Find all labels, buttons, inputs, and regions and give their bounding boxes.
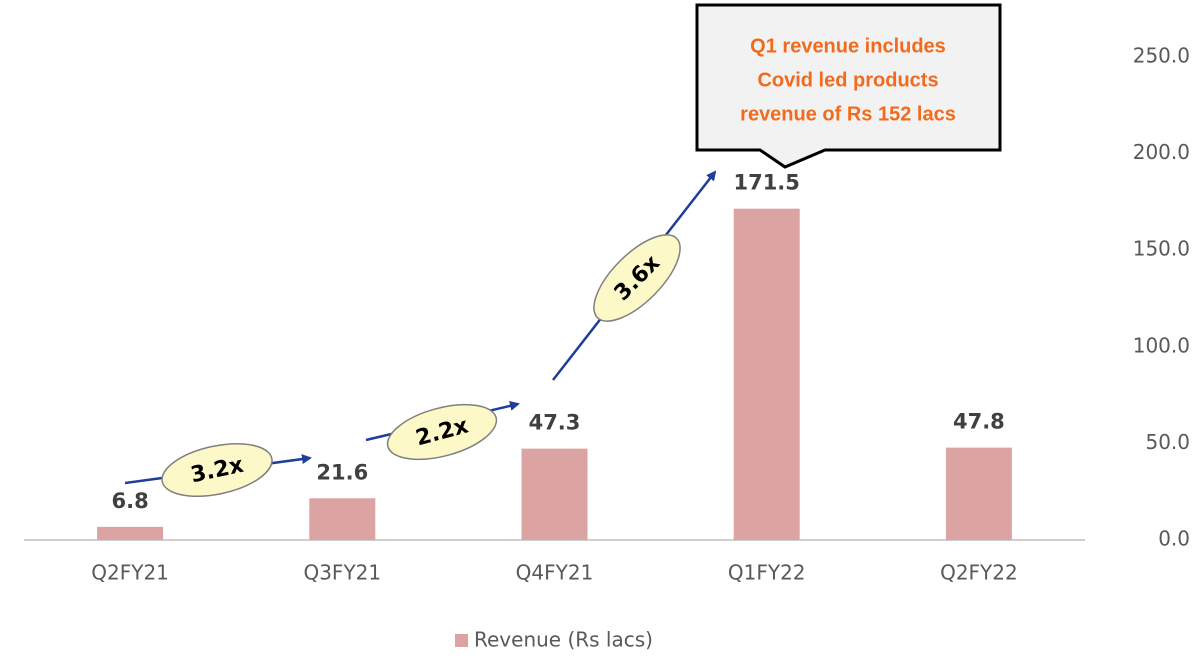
y-tick-label: 200.0 (1133, 140, 1190, 164)
y-tick-label: 50.0 (1145, 430, 1190, 454)
legend-swatch (455, 634, 468, 647)
callout-text: Q1 revenue includes (750, 35, 946, 57)
callout: Q1 revenue includes Covid led products rev… (695, 3, 1002, 169)
callout-text: revenue of Rs 152 lacs (740, 103, 956, 125)
bar (521, 448, 588, 540)
bar (309, 498, 376, 540)
growth-badge: 3.6x (593, 234, 681, 322)
y-tick-label: 0.0 (1158, 527, 1190, 551)
y-tick-label: 100.0 (1133, 333, 1190, 357)
x-tick-label: Q3FY21 (303, 561, 381, 585)
callout-box (695, 3, 1002, 169)
growth-badge: 3.2x (161, 443, 273, 497)
x-tick-label: Q1FY22 (728, 561, 806, 585)
x-tick-label: Q2FY22 (940, 561, 1018, 585)
x-tick-label: Q2FY21 (91, 561, 169, 585)
y-tick-label: 150.0 (1133, 237, 1190, 261)
growth-ellipse (386, 403, 498, 461)
bar (97, 526, 164, 540)
data-label: 47.3 (529, 411, 581, 435)
growth-ellipse (593, 234, 681, 322)
bar (733, 208, 800, 541)
growth-badge: 2.2x (386, 403, 498, 461)
data-label: 47.8 (953, 410, 1005, 434)
data-label: 171.5 (733, 171, 799, 195)
data-label: 6.8 (111, 489, 148, 513)
bar (945, 447, 1012, 540)
y-tick-label: 250.0 (1133, 44, 1190, 68)
growth-ellipse (161, 443, 273, 497)
callout-text: Covid led products (757, 69, 938, 91)
data-label: 21.6 (316, 460, 368, 484)
legend-label: Revenue (Rs lacs) (474, 628, 653, 652)
x-tick-label: Q4FY21 (516, 561, 594, 585)
